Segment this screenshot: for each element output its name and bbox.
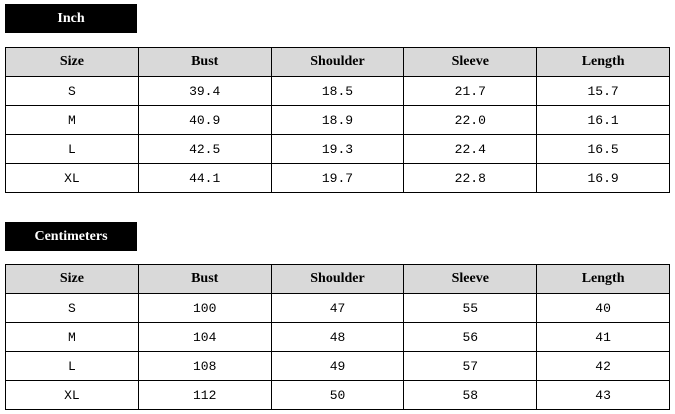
table-row: L 108 49 57 42 <box>5 351 670 381</box>
column-header: Length <box>536 47 670 77</box>
table-cell: 43 <box>536 380 670 410</box>
table-cell: 19.3 <box>270 134 405 164</box>
table-row: S 100 47 55 40 <box>5 293 670 323</box>
column-header: Length <box>536 264 670 294</box>
table-cell: XL <box>5 380 139 410</box>
table-row: L 42.5 19.3 22.4 16.5 <box>5 134 670 164</box>
table-cell: 41 <box>536 322 670 352</box>
table-cell: 42 <box>536 351 670 381</box>
header-row: Size Bust Shoulder Sleeve Length <box>5 264 670 294</box>
table-cell: 100 <box>137 293 272 323</box>
table-row: XL 112 50 58 43 <box>5 380 670 410</box>
column-header: Sleeve <box>403 264 538 294</box>
table-row: XL 44.1 19.7 22.8 16.9 <box>5 163 670 193</box>
column-header: Size <box>5 47 139 77</box>
table-cell: 50 <box>270 380 405 410</box>
table-cell: 40 <box>536 293 670 323</box>
column-header: Bust <box>137 264 272 294</box>
column-header: Size <box>5 264 139 294</box>
table-cell: 112 <box>137 380 272 410</box>
table-cell: M <box>5 322 139 352</box>
table-cell: 49 <box>270 351 405 381</box>
table-cell: 48 <box>270 322 405 352</box>
table-cell: L <box>5 134 139 164</box>
column-header: Bust <box>137 47 272 77</box>
table-cell: 22.0 <box>403 105 538 135</box>
column-header: Shoulder <box>270 264 405 294</box>
table-row: M 104 48 56 41 <box>5 322 670 352</box>
table-cell: S <box>5 293 139 323</box>
column-header: Shoulder <box>270 47 405 77</box>
table-cell: XL <box>5 163 139 193</box>
table-cell: L <box>5 351 139 381</box>
table-cell: 40.9 <box>137 105 272 135</box>
table-cell: 56 <box>403 322 538 352</box>
table-cell: 22.4 <box>403 134 538 164</box>
table-cell: 22.8 <box>403 163 538 193</box>
table-cell: 44.1 <box>137 163 272 193</box>
table-cell: 57 <box>403 351 538 381</box>
table-cell: S <box>5 76 139 106</box>
table-cell: 16.9 <box>536 163 670 193</box>
table-cell: 15.7 <box>536 76 670 106</box>
table-row: S 39.4 18.5 21.7 15.7 <box>5 76 670 106</box>
inch-size-table: Size Bust Shoulder Sleeve Length S 39.4 18.5 21.… <box>5 47 670 193</box>
table-cell: 16.1 <box>536 105 670 135</box>
table-cell: 47 <box>270 293 405 323</box>
table-cell: 55 <box>403 293 538 323</box>
table-cell: 58 <box>403 380 538 410</box>
header-row: Size Bust Shoulder Sleeve Length <box>5 47 670 77</box>
centimeters-size-table: Size Bust Shoulder Sleeve Length S 100 47 55 40 M 1… <box>5 264 670 410</box>
table-cell: 18.5 <box>270 76 405 106</box>
centimeters-section-label: Centimeters <box>5 222 137 251</box>
table-cell: 104 <box>137 322 272 352</box>
table-cell: 19.7 <box>270 163 405 193</box>
table-cell: 16.5 <box>536 134 670 164</box>
table-row: M 40.9 18.9 22.0 16.1 <box>5 105 670 135</box>
table-cell: 18.9 <box>270 105 405 135</box>
table-cell: M <box>5 105 139 135</box>
inch-section-label: Inch <box>5 4 137 33</box>
table-cell: 42.5 <box>137 134 272 164</box>
table-cell: 21.7 <box>403 76 538 106</box>
table-cell: 39.4 <box>137 76 272 106</box>
column-header: Sleeve <box>403 47 538 77</box>
table-cell: 108 <box>137 351 272 381</box>
